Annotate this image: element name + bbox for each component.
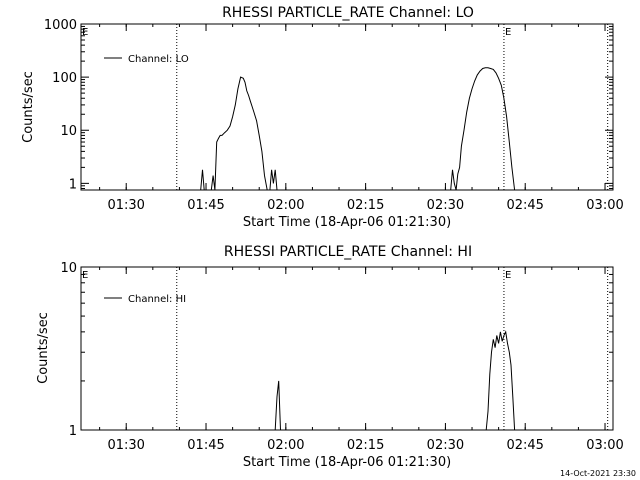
legend-label-lo: Channel: LO (128, 54, 189, 65)
event-marker-label-hi: E (82, 270, 88, 281)
x-tick-label-lo: 02:15 (347, 198, 384, 213)
y-tick-label-lo: 10 (60, 124, 77, 139)
x-tick-label-lo: 03:00 (586, 198, 623, 213)
x-axis-label-lo: Start Time (18-Apr-06 01:21:30) (243, 215, 451, 230)
x-tick-label-hi: 02:00 (267, 438, 304, 453)
x-tick-label-hi: 02:45 (506, 438, 543, 453)
event-marker-label-hi: E (505, 270, 511, 281)
x-axis-label-hi: Start Time (18-Apr-06 01:21:30) (243, 455, 451, 470)
y-tick-label-lo: 1000 (44, 18, 77, 33)
x-tick-label-lo: 02:30 (427, 198, 464, 213)
x-tick-label-lo: 02:45 (506, 198, 543, 213)
plot-frame-lo (80, 23, 614, 191)
x-tick-label-lo: 01:45 (187, 198, 224, 213)
x-tick-label-hi: 03:00 (586, 438, 623, 453)
series-line-hi (485, 330, 519, 431)
chart-title-lo: RHESSI PARTICLE_RATE Channel: LO (222, 5, 474, 21)
plot-area-hi: 01:30 01:45 02:00 02:15 02:30 02:45 03:00 1 10 E E (60, 261, 623, 453)
y-tick-label-hi: 10 (60, 261, 77, 276)
event-marker-label-lo: E (505, 27, 511, 38)
legend-label-hi: Channel: HI (128, 294, 186, 305)
x-tick-label-lo: 01:30 (107, 198, 144, 213)
y-axis-label-hi: Counts/sec (36, 312, 51, 384)
chart-panel-lo: RHESSI PARTICLE_RATE Channel: LO 01:30 01… (21, 5, 624, 230)
x-tick-label-hi: 01:45 (187, 438, 224, 453)
chart-panel-hi: RHESSI PARTICLE_RATE Channel: HI 01:30 01… (36, 244, 624, 470)
x-tick-label-hi: 01:30 (107, 438, 144, 453)
y-axis-label-lo: Counts/sec (21, 71, 36, 143)
event-marker-label-lo: E (82, 27, 88, 38)
x-tick-label-hi: 02:30 (427, 438, 464, 453)
plot-frame-hi (80, 266, 614, 431)
y-tick-label-lo: 1 (69, 177, 77, 192)
series-line-lo (200, 76, 288, 191)
series-line-hi (274, 380, 284, 431)
x-tick-label-hi: 02:15 (347, 438, 384, 453)
timestamp-stamp: 14-Oct-2021 23:30 (560, 469, 636, 478)
chart-title-hi: RHESSI PARTICLE_RATE Channel: HI (224, 244, 472, 260)
x-tick-label-lo: 02:00 (267, 198, 304, 213)
y-tick-label-hi: 1 (69, 424, 77, 439)
plot-area-lo: 01:30 01:45 02:00 02:15 02:30 02:45 03:00 1 10 10… (44, 18, 624, 213)
y-tick-label-lo: 100 (52, 71, 77, 86)
series-line-lo (450, 67, 526, 191)
